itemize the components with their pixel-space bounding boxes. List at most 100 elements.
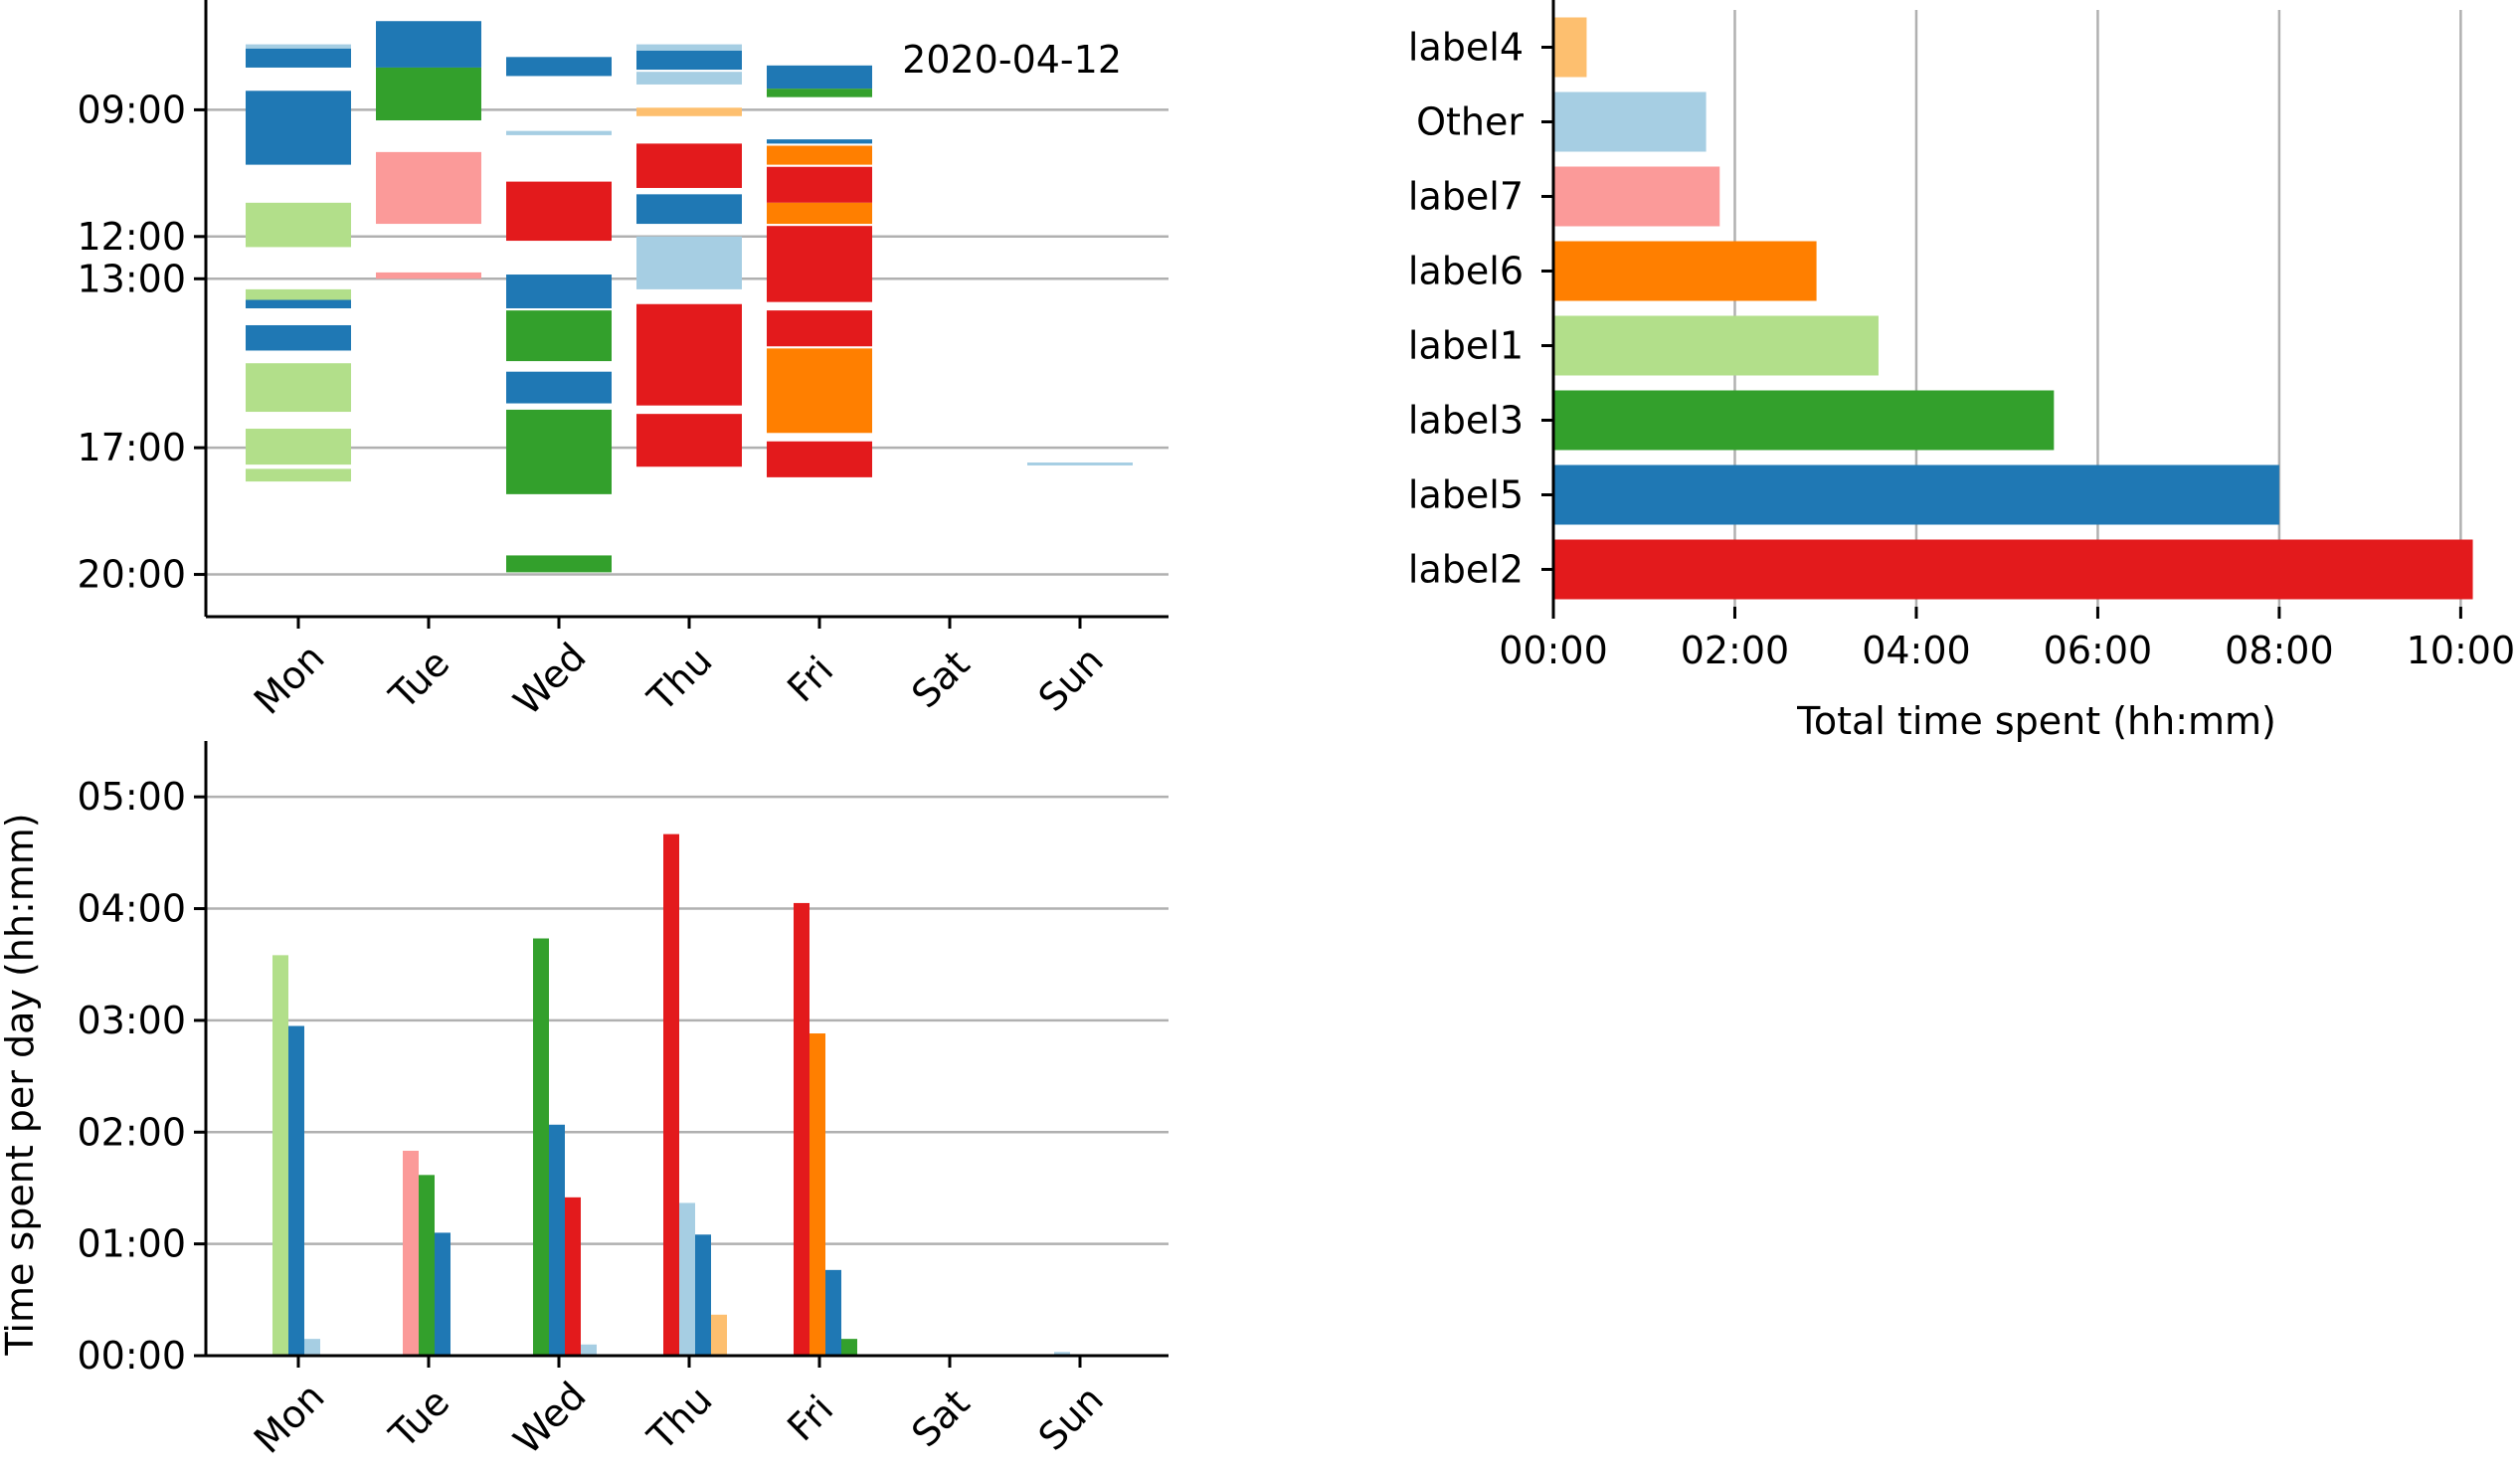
totals-x-tick-label: 02:00 [1681, 629, 1790, 672]
totals-x-tick-label: 06:00 [2044, 629, 2153, 672]
timeline-x-tick-label: Sun [1030, 639, 1112, 720]
timeline-block [506, 181, 612, 242]
timeline-date-annotation: 2020-04-12 [902, 38, 1122, 82]
totals-y-tick-label: label6 [1408, 250, 1524, 293]
timeline-block [767, 226, 872, 302]
daily-y-tick-label: 03:00 [77, 999, 186, 1042]
daily-y-tick-label: 02:00 [77, 1110, 186, 1154]
timeline-block [636, 107, 742, 116]
timeline-block [506, 371, 612, 404]
timeline-block [636, 194, 742, 225]
timeline-block [636, 303, 742, 406]
totals-y-tick-label: label7 [1408, 175, 1524, 219]
daily-time-bar-chart: 00:00 01:00 02:00 03:00 04:00 05:00 Mon Tue Wed T… [0, 741, 1169, 1463]
daily-x-tick-label: Fri [779, 1386, 841, 1449]
daily-bar [1054, 1352, 1070, 1356]
daily-bar [794, 902, 810, 1356]
timeline-block [246, 91, 351, 165]
timeline-y-tick-label: 20:00 [77, 553, 186, 597]
timeline-block [767, 348, 872, 434]
daily-bar [549, 1124, 565, 1356]
timeline-y-tick-label: 17:00 [77, 426, 186, 469]
totals-x-tick-label: 08:00 [2225, 629, 2334, 672]
timeline-block [246, 299, 351, 308]
totals-bar [1553, 315, 1879, 376]
totals-y-tick-label: Other [1416, 100, 1524, 144]
totals-bar [1553, 17, 1587, 78]
timeline-block [767, 139, 872, 144]
timeline-block [246, 202, 351, 248]
totals-x-tick-label: 04:00 [1862, 629, 1971, 672]
daily-bar [711, 1314, 727, 1356]
timeline-y-tick-label: 09:00 [77, 88, 186, 131]
totals-bar [1553, 464, 2279, 525]
totals-bar [1553, 166, 1720, 227]
daily-bar [825, 1269, 841, 1356]
daily-bar [533, 938, 549, 1356]
timeline-block [636, 414, 742, 467]
totals-y-tick-label: label4 [1408, 26, 1524, 70]
timeline-block [376, 151, 481, 225]
daily-bar [663, 833, 679, 1356]
totals-y-tick-label: label1 [1408, 324, 1524, 368]
daily-bar [841, 1339, 857, 1356]
timeline-block [636, 44, 742, 51]
timeline-y-tick-label: 12:00 [77, 215, 186, 259]
daily-bar [403, 1151, 419, 1356]
timeline-x-tick-label: Tue [381, 641, 458, 718]
timeline-block [767, 65, 872, 90]
timeline-block [376, 272, 481, 279]
daily-x-tick-label: Tue [381, 1380, 458, 1457]
timeline-block [636, 143, 742, 188]
totals-bar [1553, 539, 2473, 600]
totals-bar [1553, 390, 2055, 451]
daily-bar [419, 1175, 435, 1356]
daily-x-tick-label: Sat [903, 1381, 978, 1455]
timeline-block [506, 275, 612, 308]
timeline-block [246, 429, 351, 465]
daily-bar [695, 1234, 711, 1356]
timeline-block [376, 21, 481, 68]
daily-bar [679, 1202, 695, 1356]
timeline-block [506, 130, 612, 135]
timeline-block [246, 44, 351, 49]
timeline-block [767, 202, 872, 225]
daily-x-tick-label: Thu [638, 1378, 720, 1459]
timeline-block [767, 441, 872, 477]
timeline-block [636, 50, 742, 71]
timeline-block [767, 145, 872, 165]
timeline-x-tick-label: Mon [246, 636, 333, 723]
totals-x-tick-label: 10:00 [2407, 629, 2516, 672]
daily-bar [288, 1025, 304, 1356]
timeline-block [767, 166, 872, 203]
timeline-block [506, 57, 612, 77]
daily-bar [272, 955, 288, 1356]
timeline-block [767, 310, 872, 347]
timeline-block [636, 236, 742, 289]
daily-y-tick-label: 04:00 [77, 887, 186, 931]
daily-x-tick-label: Sun [1030, 1378, 1112, 1459]
timeline-block [506, 310, 612, 362]
totals-bar [1553, 241, 1817, 301]
timeline-y-tick-label: 13:00 [77, 257, 186, 300]
totals-bar [1553, 92, 1707, 152]
timeline-x-tick-label: Sat [903, 642, 978, 716]
timeline-x-tick-label: Fri [779, 647, 841, 710]
totals-y-tick-label: label3 [1408, 399, 1524, 443]
timeline-block [246, 468, 351, 482]
daily-bar [435, 1232, 450, 1356]
daily-y-tick-label: 05:00 [77, 775, 186, 819]
timeline-block [636, 72, 742, 85]
daily-bar [304, 1339, 320, 1356]
totals-x-axis-title: Total time spent (hh:mm) [1796, 699, 2276, 743]
daily-y-tick-label: 00:00 [77, 1334, 186, 1378]
totals-y-tick-label: label5 [1408, 473, 1524, 517]
timeline-x-tick-label: Wed [505, 635, 595, 724]
daily-bar [581, 1344, 597, 1356]
timeline-block [1027, 462, 1133, 465]
timeline-block [246, 288, 351, 300]
timeline-block [767, 89, 872, 97]
timeline-block [376, 67, 481, 121]
